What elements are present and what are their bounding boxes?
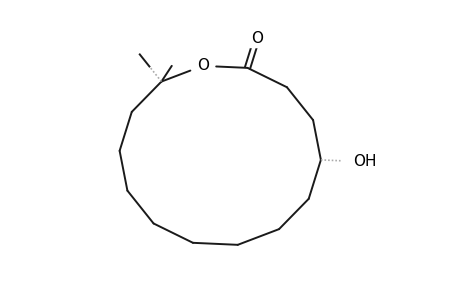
Text: O: O	[250, 31, 262, 46]
Text: O: O	[196, 58, 208, 74]
Text: OH: OH	[353, 154, 376, 169]
